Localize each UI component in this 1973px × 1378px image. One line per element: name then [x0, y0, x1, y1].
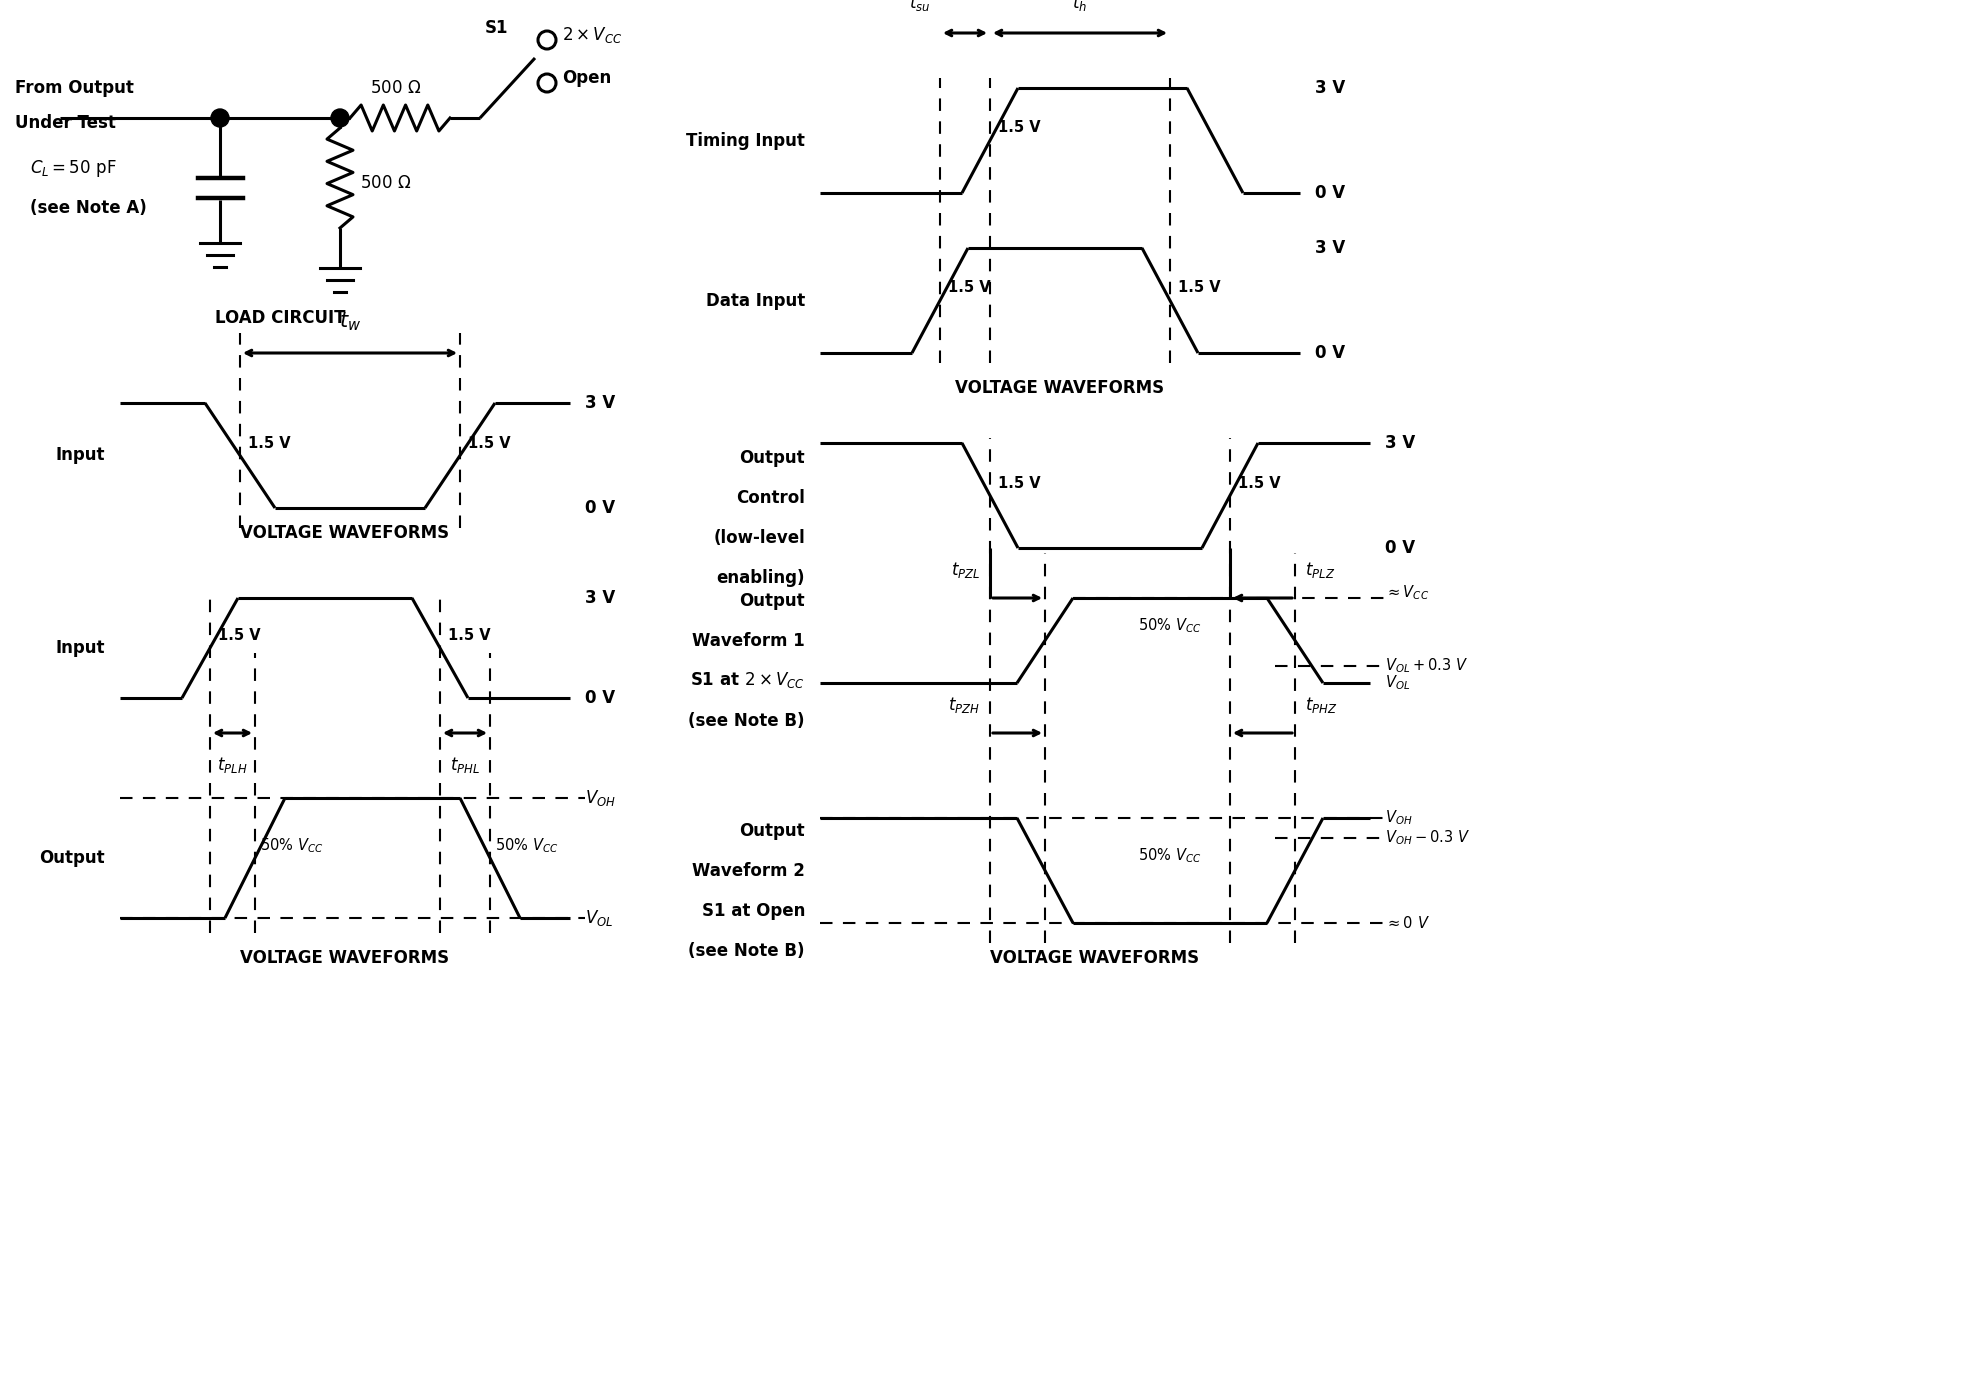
Text: (low-level: (low-level [712, 529, 805, 547]
Text: 3 V: 3 V [1314, 79, 1344, 96]
Text: $500\ \Omega$: $500\ \Omega$ [359, 174, 410, 192]
Text: $C_L = 50\ \mathrm{pF}$: $C_L = 50\ \mathrm{pF}$ [30, 158, 116, 179]
Text: $t_{PZH}$: $t_{PZH}$ [947, 695, 979, 715]
Text: $t_w$: $t_w$ [339, 310, 361, 333]
Text: 1.5 V: 1.5 V [1178, 281, 1219, 295]
Text: VOLTAGE WAVEFORMS: VOLTAGE WAVEFORMS [241, 524, 450, 542]
Text: $V_{OL}$: $V_{OL}$ [1385, 674, 1409, 692]
Text: 0 V: 0 V [1314, 344, 1344, 362]
Text: $t_{PLZ}$: $t_{PLZ}$ [1304, 559, 1334, 580]
Text: 3 V: 3 V [1314, 238, 1344, 258]
Text: 1.5 V: 1.5 V [249, 435, 290, 451]
Text: Waveform 2: Waveform 2 [693, 861, 805, 879]
Text: S1: S1 [485, 19, 509, 37]
Text: (see Note A): (see Note A) [30, 198, 146, 216]
Text: Output: Output [740, 821, 805, 839]
Text: VOLTAGE WAVEFORMS: VOLTAGE WAVEFORMS [990, 949, 1200, 967]
Text: $50\%\ V_{CC}$: $50\%\ V_{CC}$ [1138, 616, 1202, 635]
Text: (see Note B): (see Note B) [689, 711, 805, 729]
Text: $V_{OH}$: $V_{OH}$ [1385, 809, 1413, 827]
Text: Waveform 1: Waveform 1 [693, 631, 805, 649]
Text: Input: Input [55, 639, 105, 657]
Text: $t_h$: $t_h$ [1071, 0, 1087, 12]
Text: LOAD CIRCUIT: LOAD CIRCUIT [215, 309, 345, 327]
Text: $\approx V_{CC}$: $\approx V_{CC}$ [1385, 584, 1428, 602]
Text: 1.5 V: 1.5 V [947, 281, 990, 295]
Text: From Output: From Output [16, 79, 134, 96]
Text: $t_{PZL}$: $t_{PZL}$ [951, 559, 979, 580]
Text: $2\times V_{CC}$: $2\times V_{CC}$ [562, 25, 621, 45]
Text: 1.5 V: 1.5 V [1237, 475, 1280, 491]
Text: 0 V: 0 V [584, 689, 616, 707]
Text: 1.5 V: 1.5 V [468, 435, 511, 451]
Text: $50\%\ V_{CC}$: $50\%\ V_{CC}$ [260, 836, 324, 854]
Text: enabling): enabling) [716, 569, 805, 587]
Text: Timing Input: Timing Input [687, 131, 805, 149]
Text: $t_{PHL}$: $t_{PHL}$ [450, 755, 479, 774]
Text: 1.5 V: 1.5 V [998, 120, 1040, 135]
Circle shape [331, 109, 349, 127]
Text: $t_{PLH}$: $t_{PLH}$ [217, 755, 247, 774]
Text: Under Test: Under Test [16, 114, 116, 132]
Text: $50\%\ V_{CC}$: $50\%\ V_{CC}$ [1138, 846, 1202, 865]
Text: 1.5 V: 1.5 V [217, 628, 260, 644]
Text: 1.5 V: 1.5 V [448, 628, 491, 644]
Text: Data Input: Data Input [706, 292, 805, 310]
Text: S1 at $2\times V_{CC}$: S1 at $2\times V_{CC}$ [691, 671, 805, 690]
Text: Input: Input [55, 446, 105, 464]
Text: 0 V: 0 V [1314, 185, 1344, 203]
Text: Output: Output [740, 449, 805, 467]
Text: 0 V: 0 V [584, 499, 616, 517]
Text: $500\ \Omega$: $500\ \Omega$ [369, 79, 420, 96]
Text: $\approx 0\ V$: $\approx 0\ V$ [1385, 915, 1428, 932]
Text: 1.5 V: 1.5 V [998, 475, 1040, 491]
Text: 3 V: 3 V [584, 588, 616, 606]
Text: Open: Open [562, 69, 612, 87]
Text: $V_{OH}$: $V_{OH}$ [584, 788, 616, 808]
Text: $50\%\ V_{CC}$: $50\%\ V_{CC}$ [495, 836, 558, 854]
Circle shape [211, 109, 229, 127]
Text: 0 V: 0 V [1385, 539, 1415, 557]
Text: (see Note B): (see Note B) [689, 941, 805, 959]
Text: Control: Control [736, 489, 805, 507]
Text: S1 at Open: S1 at Open [700, 901, 805, 919]
Text: $V_{OL}+0.3\ V$: $V_{OL}+0.3\ V$ [1385, 657, 1468, 675]
Text: $V_{OL}$: $V_{OL}$ [584, 908, 614, 927]
Text: 3 V: 3 V [584, 394, 616, 412]
Text: Output: Output [39, 849, 105, 867]
Text: VOLTAGE WAVEFORMS: VOLTAGE WAVEFORMS [241, 949, 450, 967]
Text: $t_{PHZ}$: $t_{PHZ}$ [1304, 695, 1338, 715]
Text: 3 V: 3 V [1385, 434, 1415, 452]
Text: $t_{su}$: $t_{su}$ [908, 0, 929, 12]
Text: Output: Output [740, 591, 805, 609]
Text: $V_{OH}-0.3\ V$: $V_{OH}-0.3\ V$ [1385, 828, 1470, 847]
Text: VOLTAGE WAVEFORMS: VOLTAGE WAVEFORMS [955, 379, 1164, 397]
